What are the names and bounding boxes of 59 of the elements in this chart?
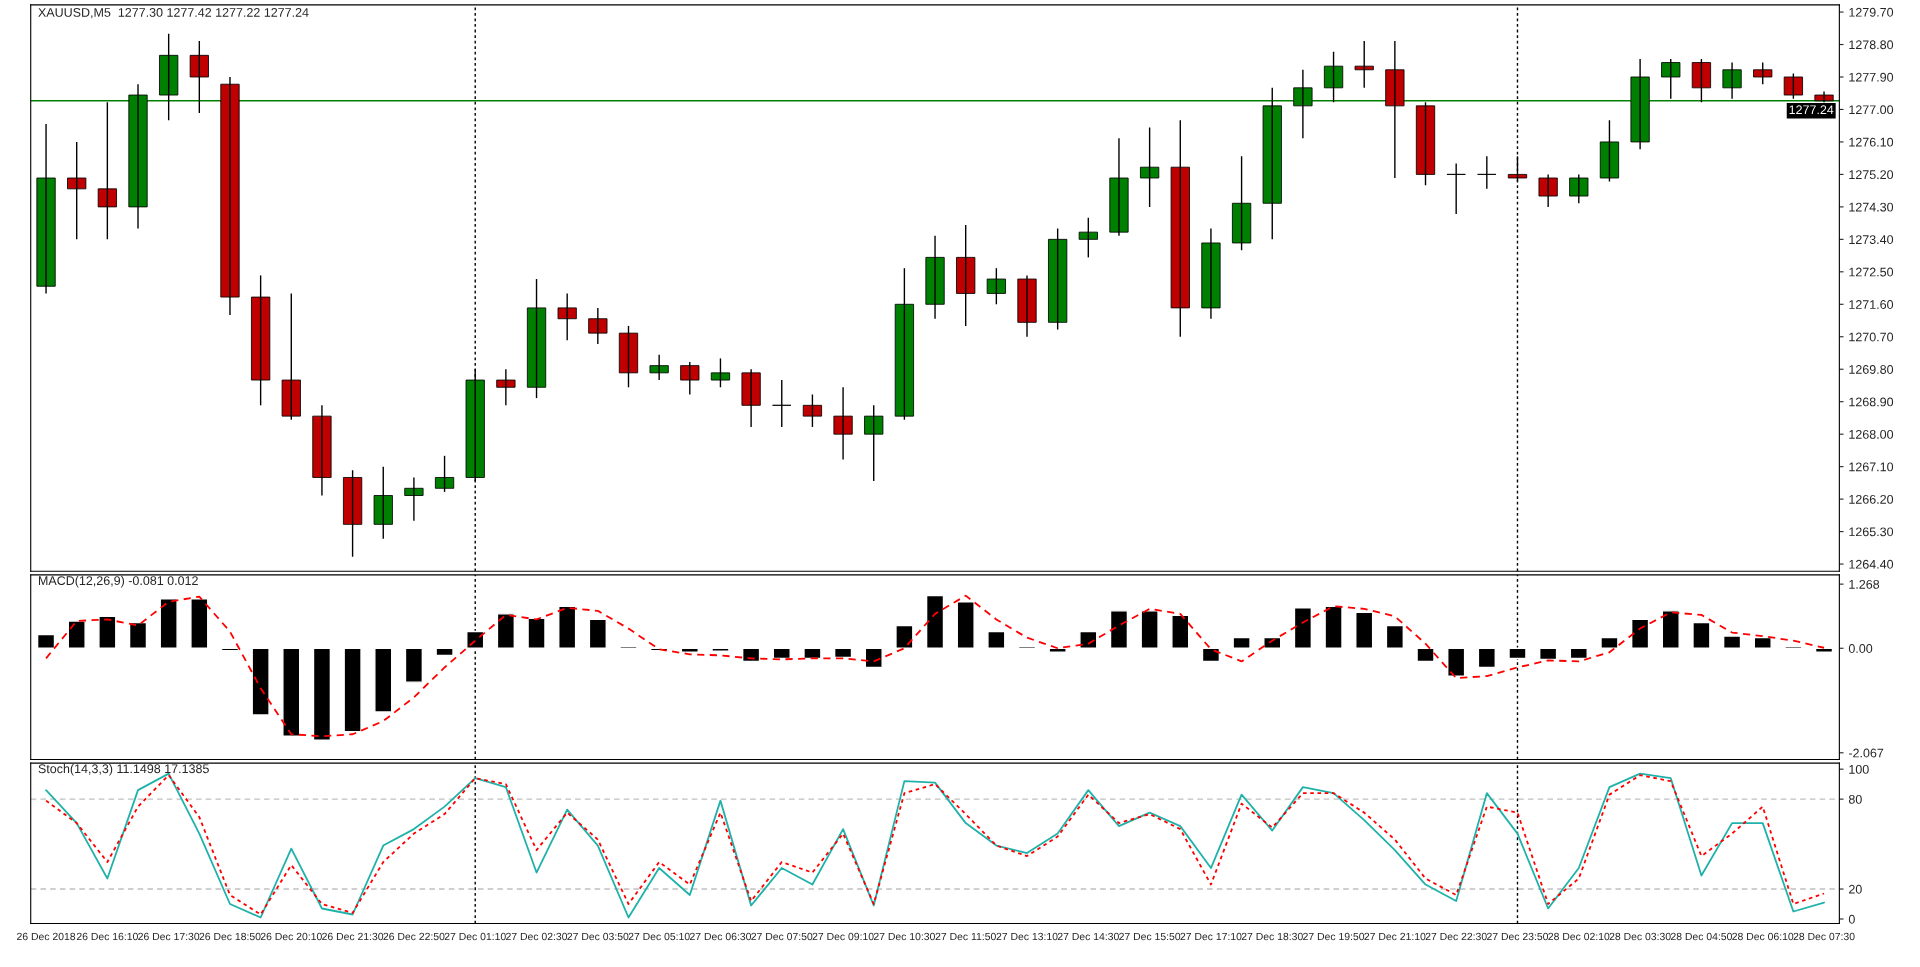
x-tick-label: 28 Dec 03:30 [1609, 932, 1671, 941]
y-tick-label: 100 [1849, 764, 1869, 774]
y-tick-label: 1.268 [1849, 579, 1880, 589]
x-tick-label: 27 Dec 14:30 [1057, 932, 1119, 941]
x-tick-label: 28 Dec 06:10 [1732, 932, 1794, 941]
y-tick-label: 1265.30 [1849, 527, 1894, 537]
x-tick-label: 27 Dec 21:10 [1364, 932, 1426, 941]
ref-line-label: 1277.24 [1789, 105, 1834, 115]
x-tick-label: 26 Dec 20:10 [260, 932, 322, 941]
chart-title: MACD(12,26,9) -0.081 0.012 [38, 575, 198, 588]
x-tick-label: 27 Dec 10:30 [873, 932, 935, 941]
x-tick-label: 28 Dec 07:30 [1793, 932, 1855, 941]
x-tick-label: 27 Dec 18:30 [1241, 932, 1303, 941]
x-tick-label: 27 Dec 11:50 [935, 932, 996, 941]
x-tick-label: 27 Dec 23:50 [1487, 932, 1549, 941]
x-tick-label: 27 Dec 17:10 [1180, 932, 1242, 941]
x-tick-label: 26 Dec 2018 [17, 932, 76, 941]
x-tick-label: 26 Dec 16:10 [76, 932, 138, 941]
y-tick-label: 1274.30 [1849, 202, 1894, 212]
y-tick-label: 1264.40 [1849, 559, 1894, 569]
x-tick-label: 26 Dec 17:30 [138, 932, 200, 941]
y-tick-label: 1267.10 [1849, 462, 1894, 472]
y-tick-label: 1268.00 [1849, 429, 1894, 439]
y-tick-label: 1277.00 [1849, 105, 1894, 115]
y-tick-label: 1269.80 [1849, 365, 1894, 374]
y-tick-label: 1266.20 [1849, 494, 1894, 504]
x-tick-label: 26 Dec 21:30 [322, 932, 384, 941]
y-tick-label: 1273.40 [1849, 235, 1894, 244]
x-tick-label: 26 Dec 22:50 [383, 932, 445, 941]
y-tick-label: 1271.60 [1849, 300, 1894, 309]
chart-title: XAUUSD,M5 1277.30 1277.42 1277.22 1277.24 [38, 8, 309, 19]
y-tick-label: 1276.10 [1849, 137, 1894, 147]
x-tick-label: 27 Dec 05:10 [628, 932, 690, 941]
x-tick-label: 27 Dec 01:10 [444, 932, 506, 941]
x-tick-label: 27 Dec 07:50 [751, 932, 813, 941]
y-tick-label: 1268.90 [1849, 397, 1894, 407]
x-tick-label: 27 Dec 15:50 [1119, 932, 1181, 941]
y-tick-label: 1270.70 [1849, 332, 1894, 342]
x-tick-label: 27 Dec 19:50 [1303, 932, 1365, 941]
x-tick-label: 28 Dec 04:50 [1670, 932, 1732, 941]
x-tick-label: 27 Dec 09:10 [812, 932, 874, 941]
x-tick-label: 27 Dec 02:30 [506, 932, 568, 941]
x-tick-label: 26 Dec 18:50 [199, 932, 261, 941]
x-tick-label: 28 Dec 02:10 [1548, 932, 1610, 941]
y-tick-label: 0.00 [1848, 644, 1873, 653]
x-tick-label: 27 Dec 22:30 [1425, 932, 1487, 941]
y-tick-label: 1275.20 [1849, 170, 1894, 180]
x-tick-label: 27 Dec 13:10 [996, 932, 1058, 941]
y-tick-label: -2.067 [1848, 748, 1884, 758]
x-tick-label: 27 Dec 03:50 [567, 932, 629, 941]
y-tick-label: 1279.70 [1849, 7, 1894, 17]
y-tick-label: 1272.50 [1849, 267, 1894, 277]
chart-title: Stoch(14,3,3) 11.1498 17.1385 [38, 763, 209, 776]
y-tick-label: 1278.80 [1849, 40, 1894, 50]
y-tick-label: 80 [1848, 794, 1862, 804]
y-tick-label: 20 [1849, 884, 1862, 894]
y-tick-label: 0 [1848, 914, 1855, 924]
y-tick-label: 1277.90 [1849, 72, 1894, 82]
x-tick-label: 27 Dec 06:30 [690, 932, 752, 941]
